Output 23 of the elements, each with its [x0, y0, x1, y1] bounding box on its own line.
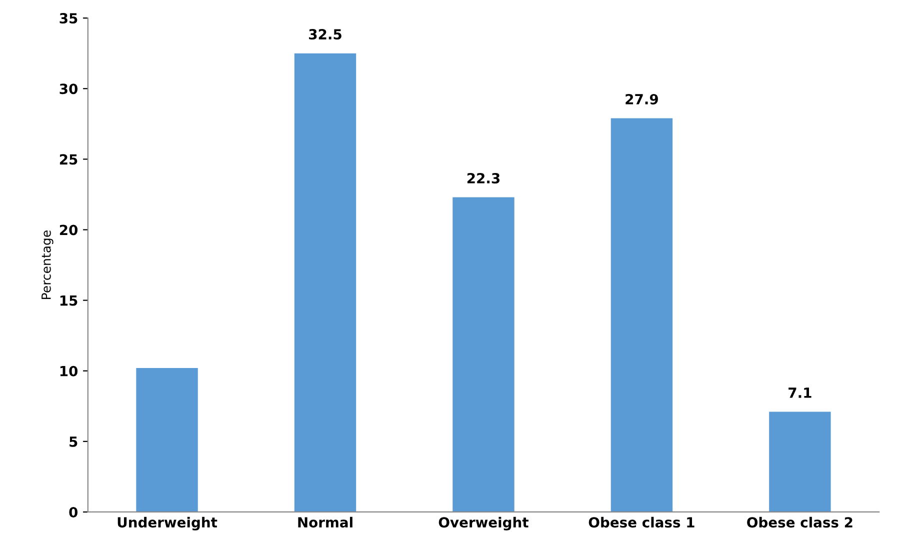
x-tick-label: Obese class 1: [588, 516, 694, 528]
bar: [610, 118, 673, 512]
y-tick-label: 20: [60, 224, 78, 236]
y-tick-label: 5: [70, 436, 78, 447]
data-label: 22.3: [467, 172, 500, 184]
y-tick-label: 30: [60, 84, 78, 94]
x-tick-label: Overweight: [438, 516, 528, 530]
x-tick-label: Normal: [298, 516, 352, 528]
x-tick-label: Underweight: [118, 516, 218, 530]
data-label: 7.1: [788, 388, 812, 398]
bar: [769, 412, 831, 512]
bar: [136, 368, 198, 512]
y-axis-title: Percentage: [42, 230, 54, 299]
y-tick-label: 10: [60, 366, 78, 376]
bar: [452, 197, 514, 512]
data-label: 32.5: [309, 29, 342, 40]
x-tick-label: Obese class 2: [747, 516, 852, 528]
bar: [294, 53, 356, 512]
y-tick-label: 25: [60, 154, 78, 165]
y-tick-label: 0: [69, 506, 78, 518]
y-tick-label: 15: [60, 295, 78, 306]
data-label: 27.9: [626, 94, 658, 104]
y-tick-label: 35: [60, 13, 78, 24]
